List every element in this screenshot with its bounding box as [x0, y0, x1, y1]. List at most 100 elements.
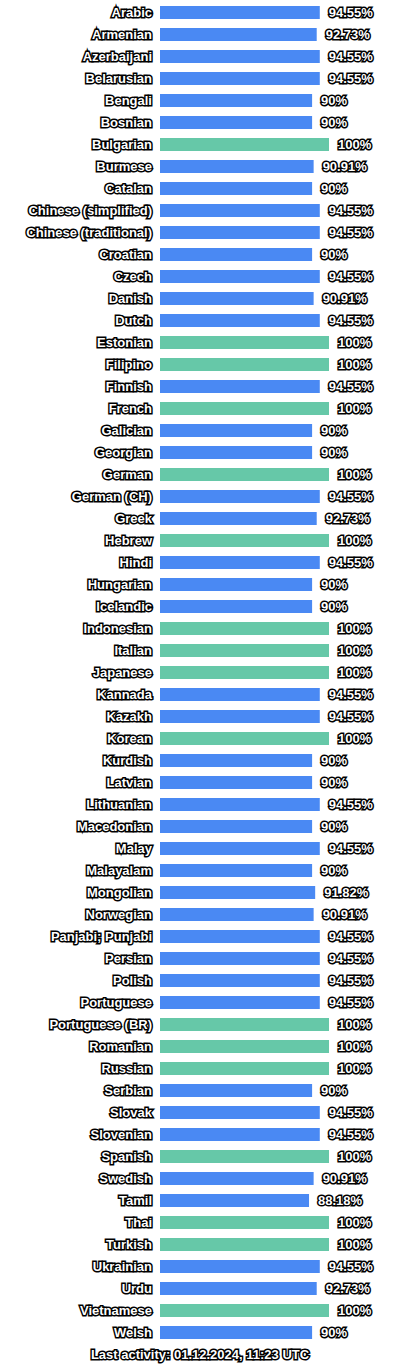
svg-text:Kurdish: Kurdish — [103, 753, 152, 768]
svg-text:94.55%: 94.55% — [329, 489, 374, 504]
svg-text:Czech: Czech — [114, 269, 152, 284]
svg-text:94.55%: 94.55% — [329, 929, 374, 944]
svg-text:100%: 100% — [338, 1215, 372, 1230]
svg-text:90%: 90% — [321, 1325, 347, 1340]
svg-text:100%: 100% — [338, 357, 372, 372]
svg-text:Icelandic: Icelandic — [96, 599, 152, 614]
svg-text:Croatian: Croatian — [99, 247, 152, 262]
svg-text:92.73%: 92.73% — [326, 27, 371, 42]
svg-text:Filipino: Filipino — [106, 357, 152, 372]
svg-text:Chinese (simplified): Chinese (simplified) — [28, 203, 152, 218]
svg-text:100%: 100% — [338, 1039, 372, 1054]
svg-text:Catalan: Catalan — [105, 181, 152, 196]
svg-text:100%: 100% — [338, 1303, 372, 1318]
svg-text:90%: 90% — [321, 93, 347, 108]
svg-text:94.55%: 94.55% — [329, 71, 374, 86]
svg-text:100%: 100% — [338, 1237, 372, 1252]
svg-text:94.55%: 94.55% — [329, 313, 374, 328]
svg-text:Turkish: Turkish — [106, 1237, 152, 1252]
svg-text:Swedish: Swedish — [99, 1171, 152, 1186]
svg-text:94.55%: 94.55% — [329, 687, 374, 702]
svg-text:Thai: Thai — [125, 1215, 152, 1230]
svg-text:94.55%: 94.55% — [329, 555, 374, 570]
svg-text:90%: 90% — [321, 247, 347, 262]
svg-text:Danish: Danish — [109, 291, 152, 306]
svg-text:Dutch: Dutch — [115, 313, 152, 328]
svg-text:Polish: Polish — [113, 973, 152, 988]
svg-text:94.55%: 94.55% — [329, 203, 374, 218]
svg-text:100%: 100% — [338, 467, 372, 482]
svg-text:Korean: Korean — [107, 731, 152, 746]
svg-text:90%: 90% — [321, 1083, 347, 1098]
svg-text:Lithuanian: Lithuanian — [86, 797, 152, 812]
svg-text:90%: 90% — [321, 599, 347, 614]
svg-text:90%: 90% — [321, 753, 347, 768]
svg-text:100%: 100% — [338, 643, 372, 658]
svg-text:Romanian: Romanian — [89, 1039, 152, 1054]
svg-text:92.73%: 92.73% — [326, 1281, 371, 1296]
svg-text:100%: 100% — [338, 401, 372, 416]
svg-text:100%: 100% — [338, 335, 372, 350]
svg-text:90.91%: 90.91% — [323, 907, 368, 922]
svg-text:Armenian: Armenian — [92, 27, 152, 42]
svg-text:Mongolian: Mongolian — [87, 885, 152, 900]
svg-text:100%: 100% — [338, 621, 372, 636]
svg-text:Panjabi; Punjabi: Panjabi; Punjabi — [51, 929, 152, 944]
svg-text:Galician: Galician — [101, 423, 152, 438]
svg-text:Macedonian: Macedonian — [77, 819, 152, 834]
svg-text:Tamil: Tamil — [119, 1193, 152, 1208]
svg-text:Portuguese (BR): Portuguese (BR) — [49, 1017, 152, 1032]
svg-text:Chinese (traditional): Chinese (traditional) — [26, 225, 152, 240]
svg-text:100%: 100% — [338, 1061, 372, 1076]
svg-text:Indonesian: Indonesian — [83, 621, 152, 636]
svg-text:Belarusian: Belarusian — [86, 71, 153, 86]
svg-text:90%: 90% — [321, 819, 347, 834]
svg-text:100%: 100% — [338, 533, 372, 548]
svg-text:Persian: Persian — [105, 951, 152, 966]
svg-text:Portuguese: Portuguese — [80, 995, 152, 1010]
svg-text:94.55%: 94.55% — [329, 269, 374, 284]
svg-text:100%: 100% — [338, 137, 372, 152]
svg-text:94.55%: 94.55% — [329, 225, 374, 240]
svg-text:Arabic: Arabic — [112, 5, 152, 20]
svg-text:90%: 90% — [321, 423, 347, 438]
svg-text:Norwegian: Norwegian — [86, 907, 153, 922]
svg-text:Malayalam: Malayalam — [86, 863, 152, 878]
svg-text:90%: 90% — [321, 181, 347, 196]
svg-text:90%: 90% — [321, 577, 347, 592]
svg-text:94.55%: 94.55% — [329, 797, 374, 812]
svg-text:94.55%: 94.55% — [329, 995, 374, 1010]
svg-text:Bengali: Bengali — [105, 93, 152, 108]
svg-text:94.55%: 94.55% — [329, 841, 374, 856]
svg-text:90.91%: 90.91% — [323, 291, 368, 306]
svg-text:Bulgarian: Bulgarian — [92, 137, 152, 152]
svg-text:90%: 90% — [321, 775, 347, 790]
svg-text:94.55%: 94.55% — [329, 1105, 374, 1120]
svg-text:Spanish: Spanish — [101, 1149, 152, 1164]
svg-text:90.91%: 90.91% — [323, 159, 368, 174]
svg-text:Burmese: Burmese — [96, 159, 152, 174]
svg-text:94.55%: 94.55% — [329, 379, 374, 394]
svg-text:German: German — [103, 467, 152, 482]
svg-text:94.55%: 94.55% — [329, 49, 374, 64]
svg-text:Slovak: Slovak — [110, 1105, 153, 1120]
svg-text:Serbian: Serbian — [104, 1083, 152, 1098]
svg-text:Azerbaijani: Azerbaijani — [83, 49, 152, 64]
svg-text:100%: 100% — [338, 1017, 372, 1032]
svg-text:French: French — [109, 401, 152, 416]
svg-text:Hebrew: Hebrew — [105, 533, 153, 548]
svg-text:Welsh: Welsh — [114, 1325, 152, 1340]
svg-text:Italian: Italian — [114, 643, 152, 658]
svg-text:90.91%: 90.91% — [323, 1171, 368, 1186]
svg-text:Kannada: Kannada — [97, 687, 153, 702]
svg-text:Malay: Malay — [116, 841, 153, 856]
svg-text:94.55%: 94.55% — [329, 709, 374, 724]
svg-text:Hindi: Hindi — [120, 555, 153, 570]
svg-text:90%: 90% — [321, 863, 347, 878]
svg-text:Latvian: Latvian — [106, 775, 152, 790]
svg-text:91.82%: 91.82% — [324, 885, 369, 900]
svg-text:90%: 90% — [321, 445, 347, 460]
svg-text:Bosnian: Bosnian — [101, 115, 152, 130]
svg-text:88.18%: 88.18% — [318, 1193, 363, 1208]
svg-text:Last activity: 01.12.2024, 11:: Last activity: 01.12.2024, 11:23 UTC — [91, 1347, 310, 1362]
